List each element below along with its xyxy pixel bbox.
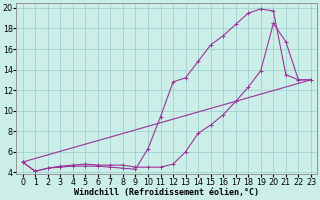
X-axis label: Windchill (Refroidissement éolien,°C): Windchill (Refroidissement éolien,°C) <box>74 188 259 197</box>
